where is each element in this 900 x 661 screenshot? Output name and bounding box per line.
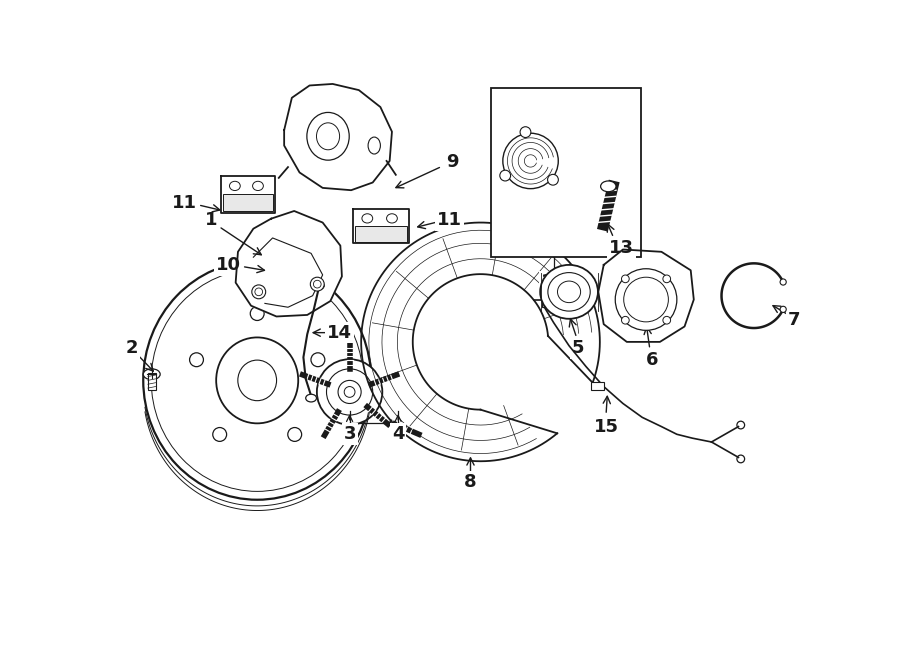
Text: 11: 11 bbox=[172, 194, 196, 212]
Ellipse shape bbox=[503, 134, 558, 188]
Text: 4: 4 bbox=[392, 425, 404, 444]
Text: 12: 12 bbox=[541, 273, 566, 291]
Polygon shape bbox=[221, 176, 274, 213]
Ellipse shape bbox=[143, 369, 160, 379]
Ellipse shape bbox=[317, 359, 382, 424]
Text: 1: 1 bbox=[205, 212, 217, 229]
Polygon shape bbox=[284, 84, 392, 190]
Ellipse shape bbox=[540, 265, 598, 319]
Ellipse shape bbox=[387, 214, 397, 223]
Bar bbox=[148, 373, 156, 389]
Ellipse shape bbox=[500, 170, 510, 181]
Ellipse shape bbox=[230, 181, 240, 190]
Ellipse shape bbox=[310, 277, 324, 291]
Polygon shape bbox=[354, 209, 409, 243]
Text: 7: 7 bbox=[788, 311, 800, 329]
Text: 13: 13 bbox=[609, 239, 634, 257]
Ellipse shape bbox=[622, 317, 629, 324]
Bar bbox=[355, 226, 408, 242]
Bar bbox=[491, 88, 641, 257]
Ellipse shape bbox=[663, 275, 670, 283]
Text: 10: 10 bbox=[216, 256, 241, 274]
Text: 14: 14 bbox=[327, 324, 352, 342]
Ellipse shape bbox=[616, 269, 677, 330]
Ellipse shape bbox=[253, 181, 264, 190]
Ellipse shape bbox=[780, 279, 787, 285]
Text: 3: 3 bbox=[344, 425, 356, 444]
Ellipse shape bbox=[600, 181, 616, 192]
Bar bbox=[590, 382, 605, 389]
Text: 9: 9 bbox=[446, 153, 458, 171]
Bar bbox=[542, 293, 563, 307]
Ellipse shape bbox=[252, 285, 266, 299]
Text: 8: 8 bbox=[464, 473, 477, 491]
Text: 5: 5 bbox=[572, 339, 584, 357]
Ellipse shape bbox=[307, 112, 349, 160]
Text: 6: 6 bbox=[646, 352, 659, 369]
Ellipse shape bbox=[780, 306, 787, 313]
Ellipse shape bbox=[317, 123, 339, 150]
Ellipse shape bbox=[368, 137, 381, 154]
Polygon shape bbox=[598, 249, 694, 342]
Text: 15: 15 bbox=[593, 418, 618, 436]
Polygon shape bbox=[236, 211, 342, 317]
Text: 2: 2 bbox=[125, 339, 138, 357]
Ellipse shape bbox=[663, 317, 670, 324]
Ellipse shape bbox=[306, 394, 317, 402]
Ellipse shape bbox=[547, 175, 558, 185]
Ellipse shape bbox=[313, 282, 324, 290]
Text: 11: 11 bbox=[437, 212, 463, 229]
Ellipse shape bbox=[520, 127, 531, 137]
Bar bbox=[222, 194, 274, 211]
Ellipse shape bbox=[622, 275, 629, 283]
Ellipse shape bbox=[362, 214, 373, 223]
